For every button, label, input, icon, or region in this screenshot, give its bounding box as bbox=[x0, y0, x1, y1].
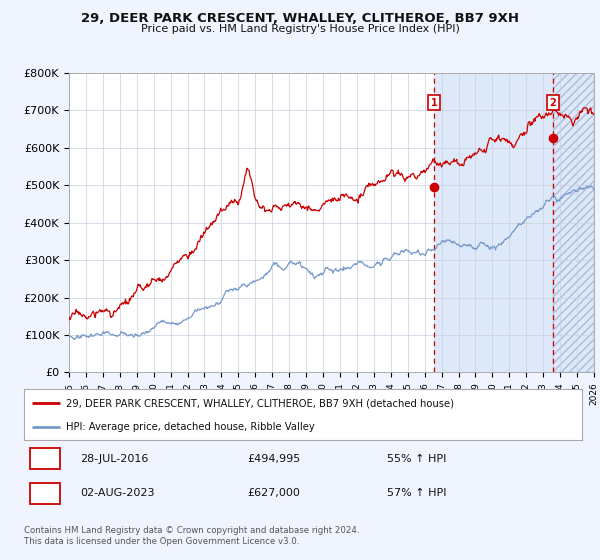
Text: 2: 2 bbox=[550, 98, 556, 108]
Text: 28-JUL-2016: 28-JUL-2016 bbox=[80, 454, 148, 464]
Text: HPI: Average price, detached house, Ribble Valley: HPI: Average price, detached house, Ribb… bbox=[66, 422, 314, 432]
Text: 2: 2 bbox=[41, 487, 49, 500]
Text: 29, DEER PARK CRESCENT, WHALLEY, CLITHEROE, BB7 9XH (detached house): 29, DEER PARK CRESCENT, WHALLEY, CLITHER… bbox=[66, 398, 454, 408]
Bar bbox=[553, 73, 594, 372]
Text: 1: 1 bbox=[41, 452, 49, 465]
Bar bbox=[553, 73, 594, 372]
Text: 02-AUG-2023: 02-AUG-2023 bbox=[80, 488, 154, 498]
Text: Contains HM Land Registry data © Crown copyright and database right 2024.
This d: Contains HM Land Registry data © Crown c… bbox=[24, 526, 359, 546]
Text: Price paid vs. HM Land Registry's House Price Index (HPI): Price paid vs. HM Land Registry's House … bbox=[140, 24, 460, 34]
Text: 55% ↑ HPI: 55% ↑ HPI bbox=[387, 454, 446, 464]
Text: £627,000: £627,000 bbox=[247, 488, 300, 498]
Text: 29, DEER PARK CRESCENT, WHALLEY, CLITHEROE, BB7 9XH: 29, DEER PARK CRESCENT, WHALLEY, CLITHER… bbox=[81, 12, 519, 25]
Bar bbox=[434, 73, 594, 372]
Text: £494,995: £494,995 bbox=[247, 454, 301, 464]
FancyBboxPatch shape bbox=[29, 448, 60, 469]
Text: 1: 1 bbox=[431, 98, 437, 108]
Text: 57% ↑ HPI: 57% ↑ HPI bbox=[387, 488, 446, 498]
FancyBboxPatch shape bbox=[29, 483, 60, 504]
